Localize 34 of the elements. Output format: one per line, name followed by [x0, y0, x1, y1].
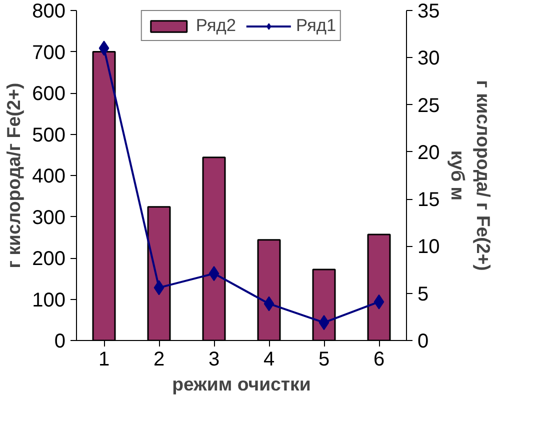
- x-tick-label: 4: [263, 348, 275, 370]
- y-tick-label: 0: [54, 330, 66, 352]
- y-tick-label: 800: [32, 0, 66, 22]
- point: [318, 315, 330, 330]
- y-tick-label: 600: [32, 83, 66, 105]
- y-tick-label: 400: [32, 166, 66, 188]
- x-tick-label: 5: [318, 348, 330, 370]
- x-tick-label: 1: [98, 348, 110, 370]
- legend-label: Ряд2: [196, 15, 236, 36]
- y-tick-label: 100: [32, 289, 66, 312]
- point: [264, 296, 274, 312]
- y2-tick-label: 0: [418, 330, 429, 352]
- x-tick-label: 6: [373, 348, 385, 370]
- x-axis-title: режим очистки: [172, 374, 311, 394]
- y2-tick-label: 30: [418, 48, 440, 70]
- y-tick-label: 700: [32, 42, 66, 64]
- point: [98, 40, 110, 56]
- y-axis-title: г кислорода/г Fe(2+): [3, 82, 24, 268]
- y2-tick-label: 5: [418, 283, 429, 306]
- y2-tick-label: 25: [418, 94, 440, 117]
- y-tick-label: 200: [32, 248, 66, 270]
- y2-tick-label: 35: [418, 0, 440, 22]
- y-tick-label: 300: [32, 206, 66, 229]
- y2-axis-title: г кислорода/ г Fe(2+) куб м: [448, 80, 494, 271]
- y-tick-label: 500: [32, 124, 66, 146]
- point: [154, 280, 164, 296]
- y2-tick-label: 15: [418, 189, 440, 212]
- x-tick-label: 2: [153, 348, 165, 370]
- y2-tick-label: 20: [418, 142, 440, 164]
- legend-label: Ряд1: [296, 15, 336, 36]
- y2-tick-label: 10: [418, 236, 440, 258]
- x-tick-label: 3: [208, 348, 220, 370]
- point: [208, 266, 220, 282]
- point: [374, 294, 384, 310]
